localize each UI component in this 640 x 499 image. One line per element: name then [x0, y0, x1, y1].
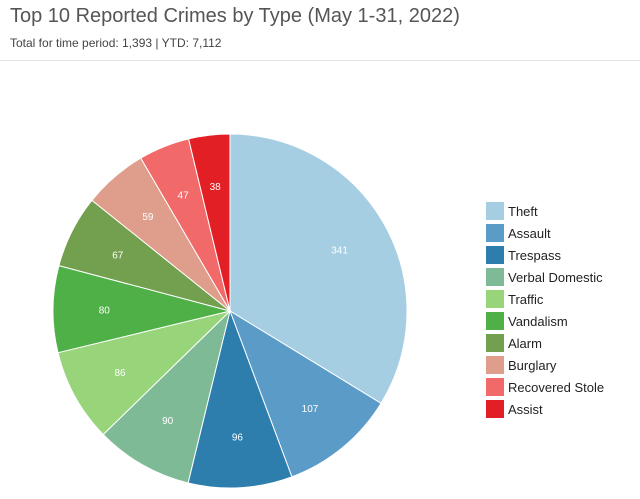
legend-swatch [486, 378, 504, 396]
legend-item-trespass[interactable]: Trespass [486, 246, 561, 264]
legend-swatch [486, 202, 504, 220]
legend-label: Vandalism [508, 314, 568, 329]
legend-label: Theft [508, 204, 538, 219]
legend-item-alarm[interactable]: Alarm [486, 334, 542, 352]
legend-label: Traffic [508, 292, 544, 307]
slice-value-label-theft: 341 [331, 246, 348, 257]
legend-label: Trespass [508, 248, 561, 263]
legend-swatch [486, 224, 504, 242]
legend-item-verbal-domestic[interactable]: Verbal Domestic [486, 268, 603, 286]
legend-swatch [486, 356, 504, 374]
chart-header: Top 10 Reported Crimes by Type (May 1-31… [0, 0, 640, 61]
legend-item-traffic[interactable]: Traffic [486, 290, 544, 308]
legend-swatch [486, 246, 504, 264]
pie-slice-theft[interactable] [229, 133, 408, 404]
slice-value-label-trespass: 96 [232, 433, 244, 444]
pie-slice-trespass[interactable] [187, 309, 293, 489]
legend-swatch [486, 268, 504, 286]
chart-title: Top 10 Reported Crimes by Type (May 1-31… [10, 5, 460, 27]
legend-swatch [486, 400, 504, 418]
legend-label: Alarm [508, 336, 542, 351]
chart-subtitle: Total for time period: 1,393 | YTD: 7,11… [10, 36, 222, 50]
legend-swatch [486, 290, 504, 308]
slice-value-label-burglary: 59 [142, 212, 154, 223]
pie-slice-assist[interactable] [187, 133, 231, 312]
legend-item-vandalism[interactable]: Vandalism [486, 312, 568, 330]
pie-value-labels: 341 107 96 90 86 80 67 59 47 38 [99, 182, 349, 443]
legend-item-burglary[interactable]: Burglary [486, 356, 557, 374]
pie-slice-assault[interactable] [229, 309, 382, 478]
legend-swatch [486, 334, 504, 352]
legend-item-recovered-stole[interactable]: Recovered Stole [486, 378, 604, 396]
legend-swatch [486, 312, 504, 330]
legend-label: Recovered Stole [508, 380, 604, 395]
legend-item-assist[interactable]: Assist [486, 400, 543, 418]
pie-slice-verbal-domestic[interactable] [102, 309, 231, 484]
pie-slice-traffic[interactable] [57, 310, 232, 436]
slice-value-label-assist: 38 [210, 182, 222, 193]
chart-legend: Theft Assault Trespass Verbal Domestic Traff… [486, 202, 604, 418]
slice-value-label-vandalism: 80 [99, 306, 111, 317]
legend-item-assault[interactable]: Assault [486, 224, 551, 242]
legend-label: Burglary [508, 358, 557, 373]
legend-item-theft[interactable]: Theft [486, 202, 538, 220]
pie-slices [52, 133, 408, 489]
slice-value-label-assault: 107 [302, 404, 319, 415]
slice-value-label-traffic: 86 [114, 368, 126, 379]
legend-label: Verbal Domestic [508, 270, 603, 285]
slice-value-label-recovered-stole: 47 [178, 190, 190, 201]
slice-value-label-alarm: 67 [112, 250, 124, 261]
slice-value-label-verbal-domestic: 90 [162, 416, 174, 427]
legend-label: Assault [508, 226, 551, 241]
legend-label: Assist [508, 402, 543, 417]
